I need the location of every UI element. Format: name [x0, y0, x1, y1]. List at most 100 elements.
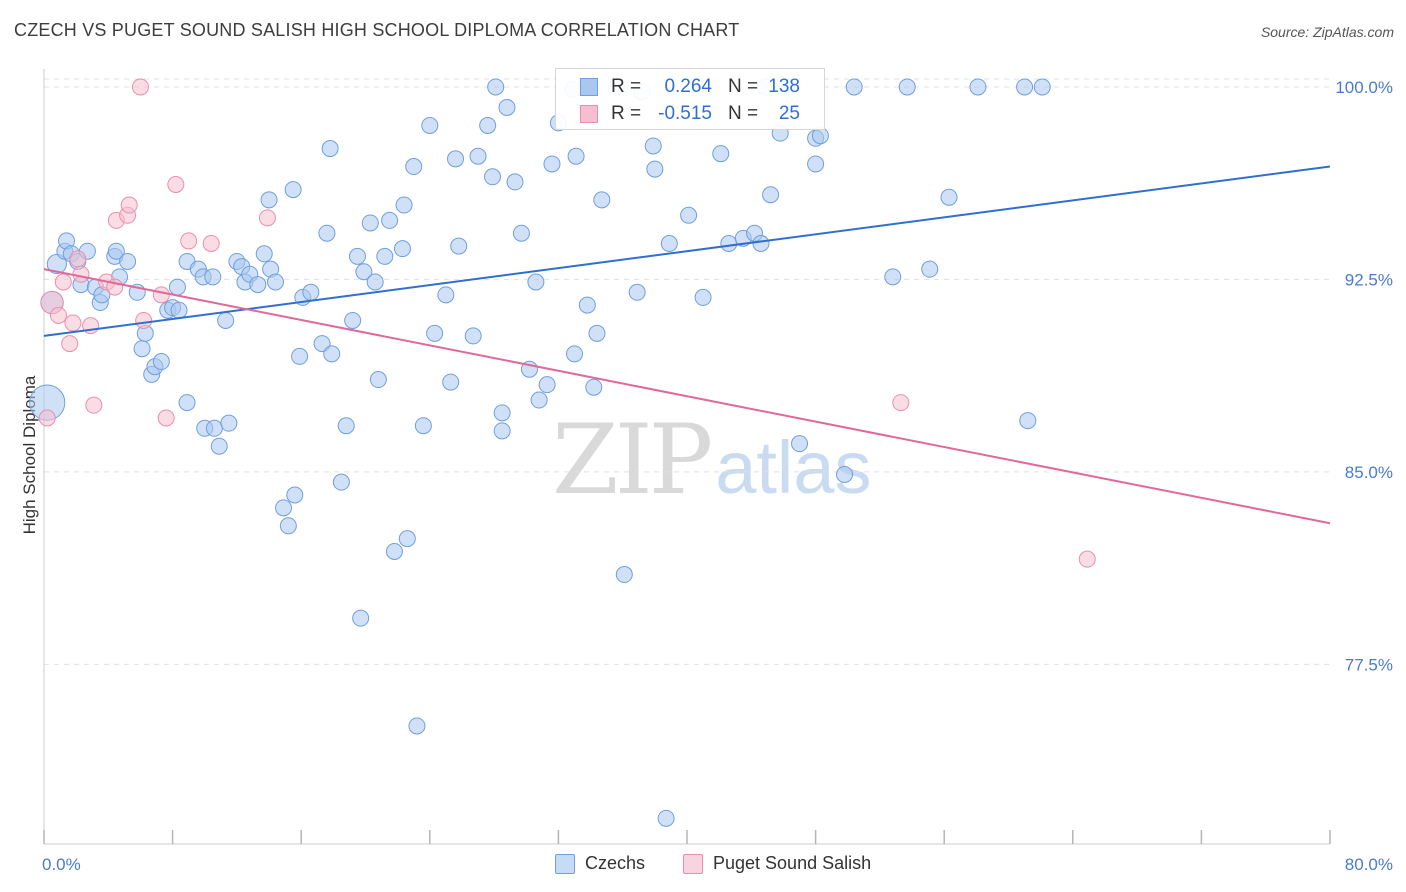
- czech-point: [398, 530, 416, 548]
- czech-point: [344, 311, 362, 329]
- czech-point: [318, 224, 336, 242]
- czech-point: [447, 150, 465, 168]
- czech-point: [249, 276, 267, 294]
- salish-point: [892, 394, 910, 412]
- czech-point: [538, 376, 556, 394]
- czech-point: [527, 273, 545, 291]
- salish-point: [167, 175, 185, 193]
- salish-point: [49, 306, 67, 324]
- czech-point: [657, 809, 675, 827]
- czech-point: [845, 78, 863, 96]
- n-value-czech: 138: [768, 76, 800, 97]
- chart-title: CZECH VS PUGET SOUND SALISH HIGH SCHOOL …: [14, 20, 740, 40]
- salish-point: [69, 250, 87, 268]
- czech-point: [133, 340, 151, 358]
- czech-point: [644, 137, 662, 155]
- legend-czech-label: Czechs: [585, 853, 646, 873]
- czech-point: [578, 296, 596, 314]
- czech-point: [1019, 412, 1037, 430]
- stats-legend-box: R = 0.264 N = 138 R = -0.515 N = 25: [555, 68, 825, 130]
- czech-point: [530, 391, 548, 409]
- salish-point: [85, 396, 103, 414]
- czech-point: [807, 155, 825, 173]
- czech-point: [752, 235, 770, 253]
- czech-point: [395, 196, 413, 214]
- salish-point: [61, 335, 79, 353]
- czech-point: [381, 211, 399, 229]
- salish-point: [72, 265, 90, 283]
- czech-point: [178, 394, 196, 412]
- czech-point: [565, 345, 583, 363]
- czech-point: [352, 609, 370, 627]
- salish-point: [258, 209, 276, 227]
- salish-point: [120, 196, 138, 214]
- czech-point: [450, 237, 468, 255]
- czech-point: [493, 422, 511, 440]
- czech-point: [376, 247, 394, 265]
- source-credit: Source: ZipAtlas.com: [1260, 24, 1394, 40]
- czech-point: [811, 127, 829, 145]
- salish-point: [131, 78, 149, 96]
- czech-point: [302, 283, 320, 301]
- y-tick-label: 100.0%: [1335, 78, 1393, 97]
- czech-point: [442, 373, 460, 391]
- salish-point: [157, 409, 175, 427]
- n-value-salish: 25: [778, 103, 800, 124]
- czech-point: [210, 437, 228, 455]
- salish-point: [202, 235, 220, 253]
- czech-point: [393, 240, 411, 258]
- czech-point: [107, 242, 125, 260]
- czech-point: [493, 404, 511, 422]
- czech-point: [680, 206, 698, 224]
- czech-point: [1016, 78, 1034, 96]
- czech-point: [170, 301, 188, 319]
- czech-point: [921, 260, 939, 278]
- czech-point: [498, 98, 516, 116]
- czech-point: [940, 188, 958, 206]
- salish-point: [38, 409, 56, 427]
- czech-point: [385, 542, 403, 560]
- czech-point: [512, 224, 530, 242]
- x-tick-label-min: 0.0%: [42, 855, 81, 874]
- salish-point: [64, 314, 82, 332]
- czech-point: [543, 155, 561, 173]
- x-tick-label-max: 80.0%: [1345, 855, 1393, 874]
- czech-point: [720, 235, 738, 253]
- watermark-zip: ZIP: [552, 404, 713, 516]
- czech-point: [762, 186, 780, 204]
- tick-labels: 77.5% 85.0% 92.5% 100.0% 0.0% 80.0%: [42, 78, 1393, 874]
- axes: [43, 69, 1331, 845]
- n-label: N =: [728, 76, 759, 97]
- czech-point: [884, 268, 902, 286]
- salish-swatch: [580, 105, 598, 123]
- trend-lines: [43, 165, 1331, 525]
- czech-point: [969, 78, 987, 96]
- czech-point: [119, 252, 137, 270]
- czech-point: [506, 173, 524, 191]
- legend-czech-swatch: [555, 854, 575, 874]
- czech-point: [567, 147, 585, 165]
- salish-point: [54, 273, 72, 291]
- czech-point: [369, 371, 387, 389]
- czech-point: [168, 278, 186, 296]
- czech-point: [205, 419, 223, 437]
- czech-point: [414, 417, 432, 435]
- czech-point: [217, 311, 235, 329]
- salish-point: [152, 286, 170, 304]
- czech-point: [405, 158, 423, 176]
- czech-point: [588, 324, 606, 342]
- czech-point: [1033, 78, 1051, 96]
- r-value-salish: -0.515: [658, 103, 712, 124]
- czech-point: [284, 181, 302, 199]
- n-label: N =: [728, 103, 759, 124]
- legend-salish-label: Puget Sound Salish: [713, 853, 872, 873]
- czech-point: [615, 566, 633, 584]
- czech-point: [464, 327, 482, 345]
- czech-trend-line: [43, 165, 1331, 337]
- czech-point: [437, 286, 455, 304]
- czech-point: [408, 717, 426, 735]
- czech-point: [836, 465, 854, 483]
- czech-swatch: [580, 78, 598, 96]
- czech-point: [323, 345, 341, 363]
